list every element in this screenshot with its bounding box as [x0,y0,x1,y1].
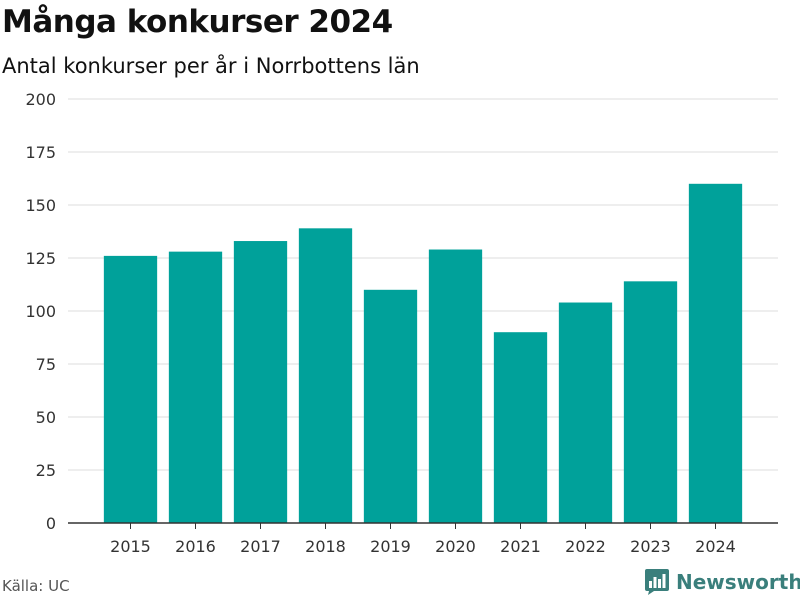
bar [428,249,483,523]
y-tick-label: 50 [36,408,56,427]
bar [558,302,613,523]
x-tick-label: 2023 [630,537,671,556]
bar [493,332,548,523]
x-tick-label: 2020 [435,537,476,556]
x-tick-label: 2017 [240,537,281,556]
bar [623,281,678,523]
x-tick-label: 2015 [110,537,151,556]
y-tick-label: 150 [25,196,56,215]
bar [363,289,418,523]
x-tick-label: 2024 [695,537,736,556]
y-tick-label: 200 [25,90,56,109]
y-tick-label: 25 [36,461,56,480]
x-tick-label: 2019 [370,537,411,556]
x-tick-label: 2021 [500,537,541,556]
bar [168,251,223,523]
y-tick-label: 125 [25,249,56,268]
bars [103,183,743,524]
bar [298,228,353,523]
y-tick-label: 0 [46,514,56,533]
bar [688,183,743,524]
bar [233,241,288,524]
source-note: Källa: UC [2,577,70,595]
bar [103,255,158,523]
x-tick-label: 2018 [305,537,346,556]
y-tick-label: 175 [25,143,56,162]
chart-subtitle: Antal konkurser per år i Norrbottens län [2,54,420,78]
x-tick-label: 2016 [175,537,216,556]
bar-chart-icon [645,569,669,595]
y-axis-ticks: 0 25 50 75 100 125 150 175 200 [25,90,56,533]
brand-name: Newsworthy [676,570,800,594]
x-tick-label: 2022 [565,537,606,556]
chart-title: Många konkurser 2024 [2,4,393,40]
brand: Newsworthy [644,568,800,596]
y-tick-label: 75 [36,355,56,374]
x-axis-ticks: 2015 2016 2017 2018 2019 2020 2021 2022 2023 2024 [110,523,736,556]
y-tick-label: 100 [25,302,56,321]
